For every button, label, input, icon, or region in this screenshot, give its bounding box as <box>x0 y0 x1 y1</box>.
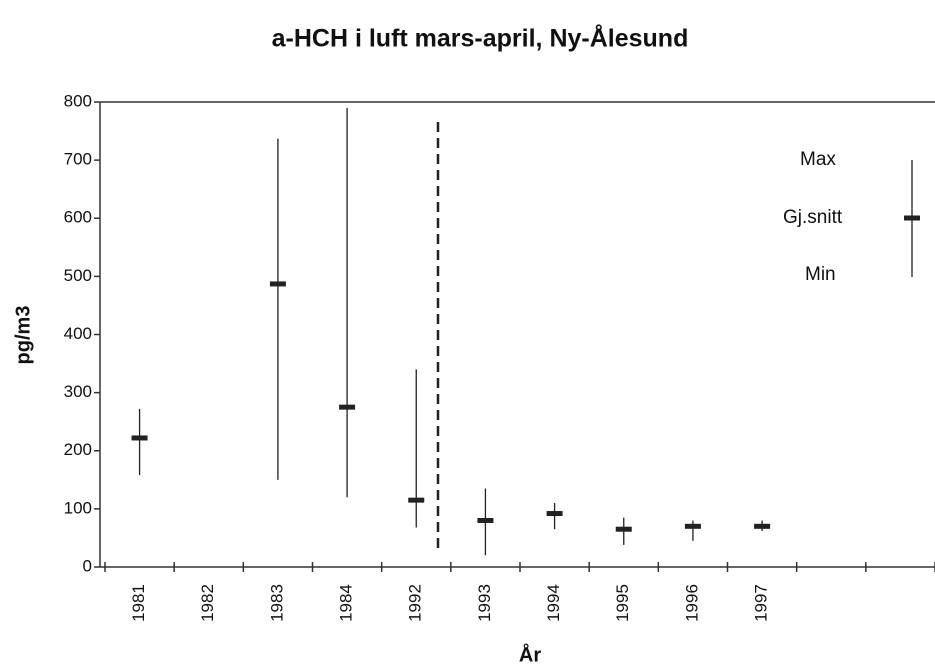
x-tick-label: 1981 <box>129 584 148 622</box>
y-tick-label: 0 <box>83 556 92 575</box>
mean-mark <box>477 518 494 523</box>
legend-label: Min <box>805 264 836 285</box>
x-tick-label: 1984 <box>337 584 356 622</box>
mean-mark <box>684 523 701 529</box>
x-tick-label: 1996 <box>682 584 701 622</box>
chart-title: a-HCH i luft mars-april, Ny-Ålesund <box>272 24 689 53</box>
x-tick-label: 1993 <box>475 584 494 622</box>
mean-mark <box>754 523 771 529</box>
y-tick-label: 200 <box>64 440 92 459</box>
x-tick-label: 1995 <box>613 584 632 622</box>
mean-mark <box>615 526 632 532</box>
x-tick-label: 1982 <box>198 584 217 622</box>
y-axis-title: pg/m3 <box>12 306 34 365</box>
legend-label: Max <box>800 149 836 170</box>
mean-mark <box>408 497 425 503</box>
y-tick-label: 700 <box>64 150 92 169</box>
x-tick-label: 1997 <box>752 584 771 622</box>
y-tick-label: 400 <box>64 324 92 343</box>
legend-mean <box>904 215 920 221</box>
mean-mark <box>546 511 563 517</box>
y-tick-label: 600 <box>64 208 92 227</box>
x-axis-title: År <box>519 642 541 666</box>
legend-label: Gj.snitt <box>783 207 843 228</box>
y-tick-label: 100 <box>64 498 92 517</box>
x-tick-label: 1983 <box>267 584 286 622</box>
x-tick-label: 1992 <box>406 584 425 622</box>
mean-mark <box>339 404 356 410</box>
x-tick-label: 1994 <box>544 584 563 622</box>
mean-mark <box>269 281 286 287</box>
mean-mark <box>131 435 148 441</box>
y-tick-label: 300 <box>64 382 92 401</box>
y-tick-label: 800 <box>64 91 92 110</box>
y-tick-label: 500 <box>64 266 92 285</box>
